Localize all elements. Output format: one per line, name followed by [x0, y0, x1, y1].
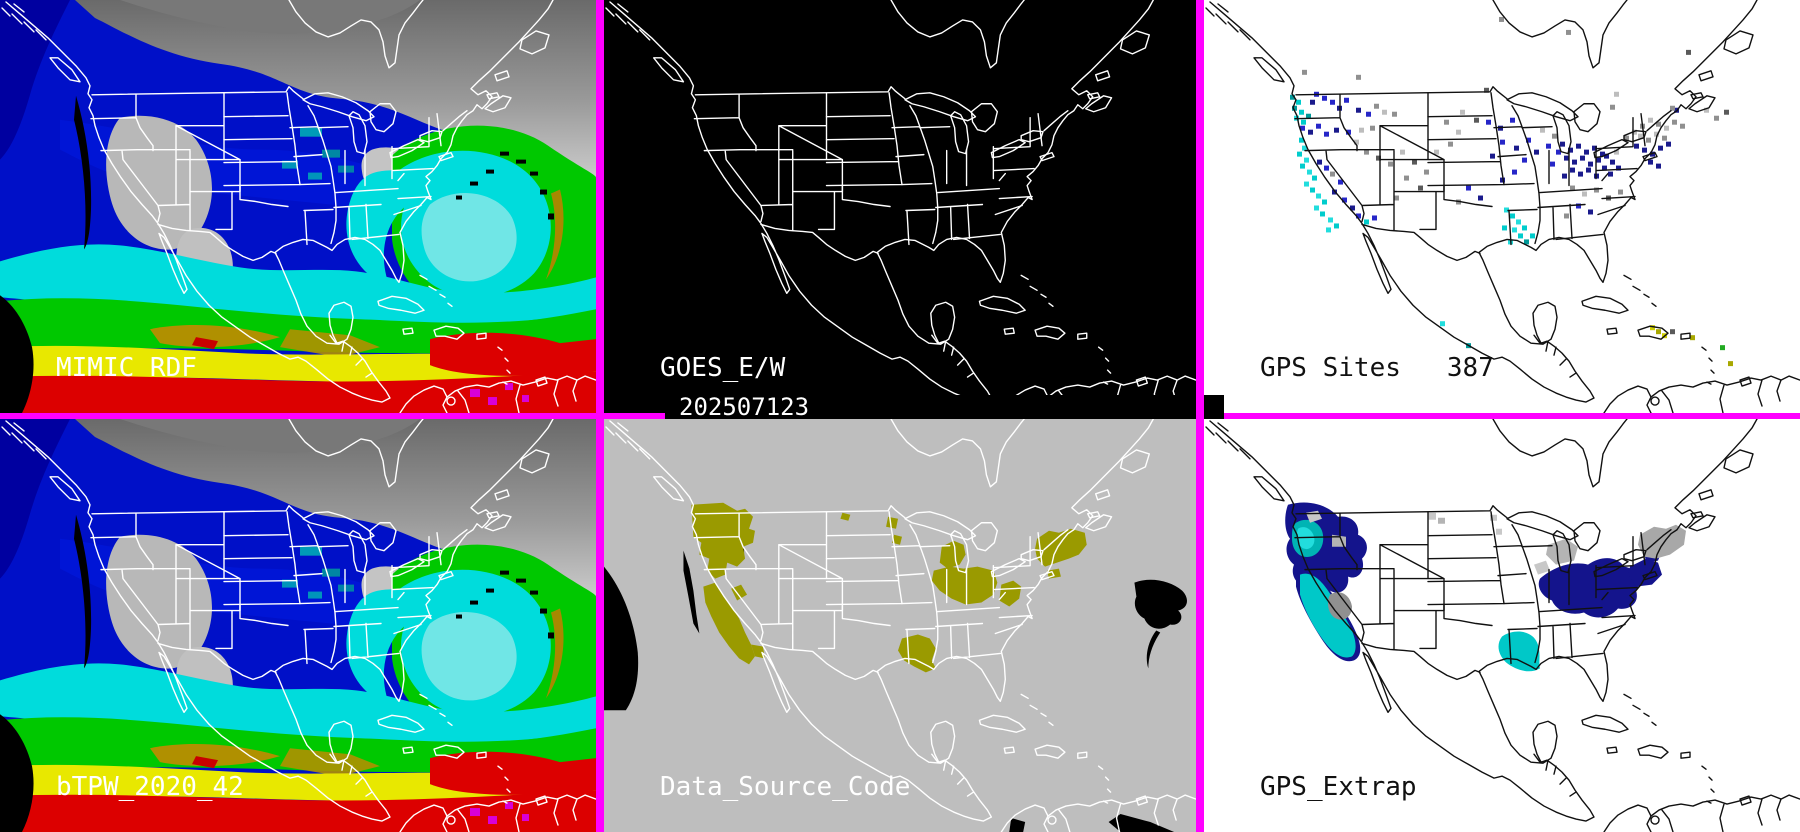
- panel-label-goes-ew: GOES_E/W: [660, 353, 786, 383]
- btpw-map-image: [0, 419, 596, 832]
- panel-label-gps-extrap: GPS_Extrap: [1260, 772, 1417, 802]
- panel-gps-sites: GPS Sites 387: [1204, 0, 1800, 413]
- gps-extrap-map-image: [1204, 419, 1800, 832]
- panel-divider-vertical-right: [1196, 0, 1204, 832]
- panel-label-btpw: bTPW_2020_42: [56, 772, 244, 802]
- goes-timestamp: 202507123: [679, 393, 810, 421]
- mimic-tpw-map-image: [0, 0, 596, 413]
- panel-gps-extrap: GPS_Extrap: [1204, 419, 1800, 832]
- panel-mimic-rdf: MIMIC RDF: [0, 0, 596, 413]
- gps-sites-map-image: [1204, 0, 1800, 413]
- panel-btpw: bTPW_2020_42: [0, 419, 596, 832]
- gps-sites-title: GPS Sites: [1260, 353, 1401, 383]
- goes-black-notch: [1204, 395, 1224, 419]
- panel-goes-ew: GOES_E/W: [604, 0, 1196, 413]
- panel-label-gps-sites: GPS Sites 387: [1260, 353, 1494, 383]
- gps-sites-count: 387: [1446, 353, 1494, 383]
- goes-timestamp-bar: 202507123: [665, 393, 1196, 421]
- panel-divider-vertical-left: [596, 0, 604, 832]
- panel-data-source-code: Data_Source_Code: [604, 419, 1196, 832]
- data-source-map-image: [604, 419, 1196, 832]
- panel-label-data-source-code: Data_Source_Code: [660, 772, 911, 802]
- gps-site-dots: [1290, 16, 1733, 367]
- panel-label-mimic-rdf: MIMIC RDF: [56, 353, 197, 383]
- goes-map-image: [604, 0, 1196, 413]
